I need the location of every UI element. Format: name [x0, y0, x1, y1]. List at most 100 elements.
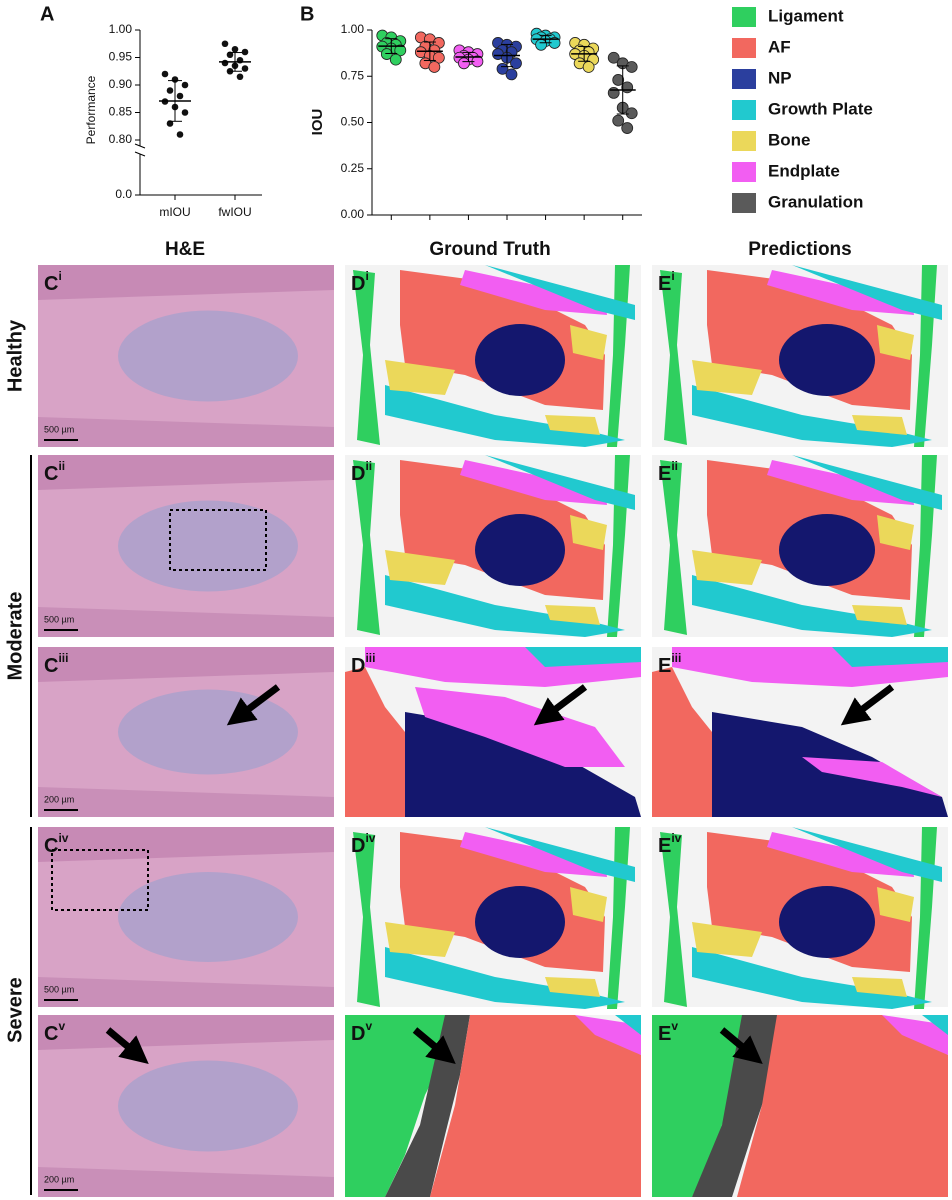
tissue	[38, 787, 334, 817]
image-panel: Civ 500 µm	[38, 827, 334, 1007]
region	[660, 460, 687, 635]
region	[570, 515, 607, 550]
legend-label: Ligament	[768, 6, 844, 25]
data-point	[166, 120, 174, 127]
region	[852, 605, 907, 625]
region	[877, 515, 914, 550]
y-tick-label: 0.50	[341, 115, 365, 129]
y-tick-label: 0.75	[341, 68, 365, 82]
panel-letter: E	[658, 655, 671, 677]
image-panel: Eii	[652, 455, 948, 637]
panel-letter: D	[351, 835, 365, 857]
image-panel: Dii	[345, 455, 641, 637]
panel-letter: C	[44, 1023, 58, 1045]
y-tick-label: 1.00	[109, 22, 133, 36]
data-point	[428, 61, 441, 73]
data-point	[380, 48, 393, 60]
panel-superscript: iii	[365, 651, 375, 665]
y-tick-label: 0.80	[109, 132, 133, 146]
legend-label: Bone	[768, 130, 811, 149]
legend-label: Granulation	[768, 192, 863, 211]
data-point	[171, 76, 179, 83]
panel-label: Eiii	[658, 651, 681, 677]
arrow	[533, 684, 588, 726]
image-panel: Eiv	[652, 827, 948, 1009]
region	[475, 324, 565, 396]
panel-letter: E	[658, 273, 671, 295]
panel-superscript: v	[671, 1019, 678, 1033]
region	[475, 514, 565, 586]
panel-letter: E	[658, 1023, 671, 1045]
panel-superscript: v	[365, 1019, 372, 1033]
data-point	[181, 81, 189, 89]
region	[485, 827, 635, 882]
panel-label: Eiv	[658, 831, 682, 857]
panel-letter: D	[351, 1023, 365, 1045]
region	[570, 325, 607, 360]
data-point	[161, 70, 169, 78]
data-point	[612, 114, 625, 127]
region	[660, 270, 687, 445]
scale-bar-label: 500 µm	[44, 984, 74, 994]
scale-bar-label: 200 µm	[44, 794, 74, 804]
image-panel: Di	[345, 265, 641, 447]
region	[570, 887, 607, 922]
panel-letter: C	[44, 463, 58, 485]
legend-swatch	[732, 162, 756, 182]
panel-label: Di	[351, 269, 369, 295]
data-point	[625, 61, 638, 73]
y-tick-label: 0.0	[115, 187, 132, 201]
data-point	[176, 92, 184, 100]
y-tick-label: 0.90	[109, 77, 133, 91]
y-tick-label: 0.00	[341, 207, 365, 221]
region	[792, 455, 942, 510]
tissue	[118, 1060, 298, 1152]
arrow	[226, 684, 281, 726]
tissue	[38, 1015, 334, 1050]
region	[385, 550, 455, 585]
panel-letter: D	[351, 273, 365, 295]
region	[832, 647, 948, 667]
region	[692, 360, 762, 395]
y-tick-label: 0.95	[109, 50, 133, 64]
panel-label: Dv	[351, 1019, 372, 1045]
panel-superscript: iv	[58, 831, 68, 845]
image-panel: Div	[345, 827, 641, 1009]
tissue	[38, 977, 334, 1007]
image-panel: Eiii	[652, 647, 948, 817]
tissue	[38, 607, 334, 637]
tissue	[118, 689, 298, 775]
region	[767, 460, 914, 505]
region	[545, 605, 600, 625]
panel-label: Cii	[44, 459, 65, 485]
arrow	[719, 1027, 763, 1064]
panel-letter: C	[44, 273, 58, 295]
data-point	[607, 87, 620, 99]
tissue	[118, 872, 298, 962]
tissue	[118, 500, 298, 592]
region	[430, 1015, 641, 1197]
legend-label: AF	[768, 37, 791, 56]
y-tick-label: 1.00	[341, 22, 365, 36]
axis-break	[134, 151, 146, 157]
y-axis-label: Performance	[84, 75, 98, 144]
region	[405, 712, 641, 817]
region	[779, 324, 875, 396]
data-point	[221, 40, 229, 48]
region	[922, 1015, 948, 1035]
region	[545, 977, 600, 997]
panel-superscript: iii	[58, 651, 68, 665]
image-panel: Ev	[652, 1015, 948, 1197]
panel-letter: D	[351, 655, 365, 677]
panel-label: Ei	[658, 269, 675, 295]
scale-bar-label: 500 µm	[44, 614, 74, 624]
region	[852, 977, 907, 997]
column-header: Ground Truth	[429, 239, 550, 260]
panel-superscript: ii	[58, 459, 65, 473]
legend-swatch	[732, 131, 756, 151]
image-panel: Cv 200 µm	[38, 1015, 334, 1197]
data-point	[621, 81, 634, 94]
legend-label: Growth Plate	[768, 99, 873, 118]
legend-label: NP	[768, 68, 792, 87]
